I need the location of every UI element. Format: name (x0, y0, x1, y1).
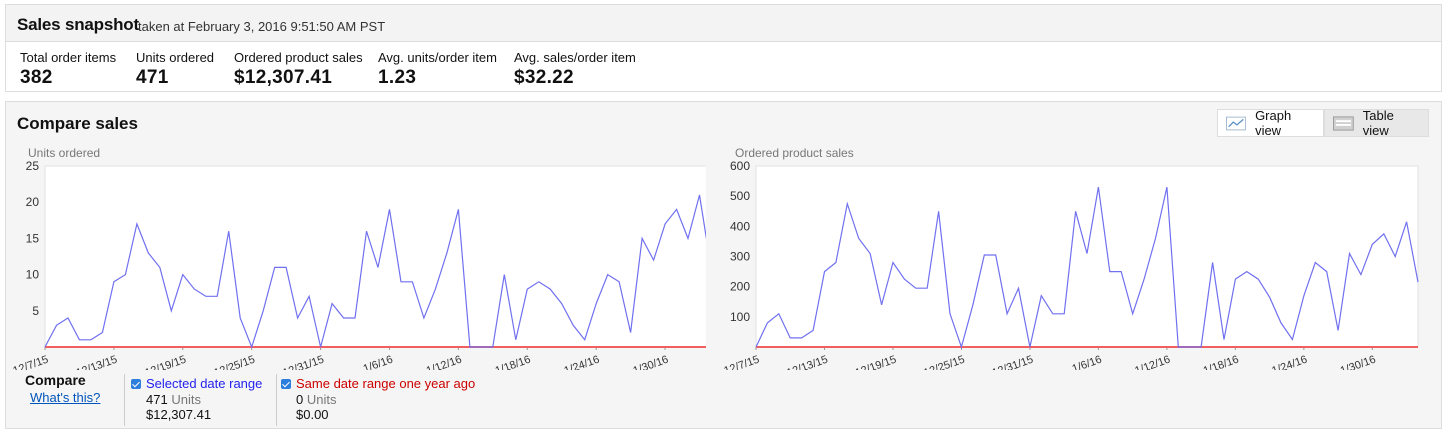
plot-area (755, 165, 1419, 348)
previous-range-checkbox[interactable] (281, 379, 291, 389)
metric-value: $32.22 (514, 67, 574, 88)
metric-units-ordered: Units ordered 471 (136, 50, 214, 89)
previous-units-label: Units (306, 392, 337, 407)
y-tick-label: 10 (26, 268, 40, 282)
whats-this-link[interactable]: What's this? (30, 390, 101, 405)
metric-label: Avg. sales/order item (514, 50, 636, 65)
x-tick-label: 1/24/16 (1270, 354, 1309, 370)
x-tick-label: 1/18/16 (1202, 354, 1241, 370)
metric-value: 382 (20, 67, 53, 88)
x-tick-label: 12/25/15 (922, 354, 966, 370)
metric-avg-units-per-order-item: Avg. units/order item 1.23 (378, 50, 497, 89)
legend-divider (124, 374, 125, 426)
ordered-product-sales-chart: 100 200 300 400 500 600 12/7/15 12/13/15 12/19/1… (722, 159, 1419, 370)
snapshot-header: Sales snapshot taken at February 3, 2016… (6, 5, 1441, 42)
metric-label: Total order items (20, 50, 117, 65)
y-tick-label: 20 (26, 195, 40, 209)
series-selected-range-line (755, 186, 1419, 350)
metric-label: Avg. units/order item (378, 50, 497, 65)
metric-avg-sales-per-order-item: Avg. sales/order item $32.22 (514, 50, 636, 89)
graph-view-label: Graph view (1255, 108, 1292, 138)
line-graph-icon (1226, 116, 1247, 130)
compare-sales-panel: Compare sales Graph view Table view Unit… (5, 101, 1442, 429)
y-tick-label: 100 (730, 310, 750, 324)
y-tick-label: 400 (730, 219, 750, 233)
previous-range-units: 0 Units (296, 392, 336, 407)
x-tick-label: 12/19/15 (854, 354, 898, 370)
plot-area (44, 165, 706, 348)
metric-value: 471 (136, 67, 169, 88)
graph-view-button[interactable]: Graph view (1217, 108, 1324, 138)
selected-range-checkbox[interactable] (131, 379, 141, 389)
selected-units-value: 471 (146, 392, 168, 407)
x-tick-label: 12/31/15 (991, 354, 1035, 370)
metric-ordered-product-sales: Ordered product sales $12,307.41 (234, 50, 363, 89)
metric-total-order-items: Total order items 382 (20, 50, 116, 89)
y-tick-label: 15 (26, 231, 40, 245)
snapshot-title: Sales snapshot (17, 15, 139, 34)
selected-range-sales: $12,307.41 (146, 407, 212, 422)
selected-range-label: Selected date range (146, 376, 263, 391)
y-tick-label: 200 (730, 280, 750, 294)
units-chart-title: Units ordered (28, 146, 101, 160)
previous-range-label: Same date range one year ago (296, 376, 476, 391)
legend-divider (276, 374, 277, 426)
metric-label: Units ordered (136, 50, 215, 65)
table-view-button[interactable]: Table view (1324, 108, 1429, 138)
sales-chart-title: Ordered product sales (735, 146, 854, 160)
sales-snapshot-panel: Sales snapshot taken at February 3, 2016… (5, 4, 1442, 92)
selected-range-units: 471 Units (146, 392, 201, 407)
snapshot-timestamp: taken at February 3, 2016 9:51:50 AM PST (138, 19, 386, 34)
x-tick-label: 1/30/16 (1339, 354, 1378, 370)
series-selected-range-line (44, 194, 706, 349)
previous-range-sales: $0.00 (296, 407, 329, 422)
y-tick-label: 5 (32, 304, 39, 318)
x-tick-label: 1/6/16 (1071, 354, 1104, 370)
table-view-label: Table view (1362, 108, 1394, 138)
metric-value: $12,307.41 (234, 67, 333, 88)
previous-units-value: 0 (296, 392, 304, 407)
compare-legend-title: Compare (25, 372, 86, 388)
metric-value: 1.23 (378, 67, 417, 88)
table-icon (1333, 115, 1354, 131)
compare-title: Compare sales (17, 114, 138, 133)
y-tick-label: 300 (730, 250, 750, 264)
x-tick-label: 12/7/15 (722, 354, 761, 370)
selected-units-label: Units (171, 392, 201, 407)
x-tick-label: 1/12/16 (1133, 354, 1172, 370)
metric-label: Ordered product sales (234, 50, 363, 65)
y-tick-label: 25 (26, 159, 40, 173)
x-tick-label: 12/13/15 (785, 354, 829, 370)
y-tick-label: 500 (730, 189, 750, 203)
y-tick-label: 600 (730, 159, 750, 173)
